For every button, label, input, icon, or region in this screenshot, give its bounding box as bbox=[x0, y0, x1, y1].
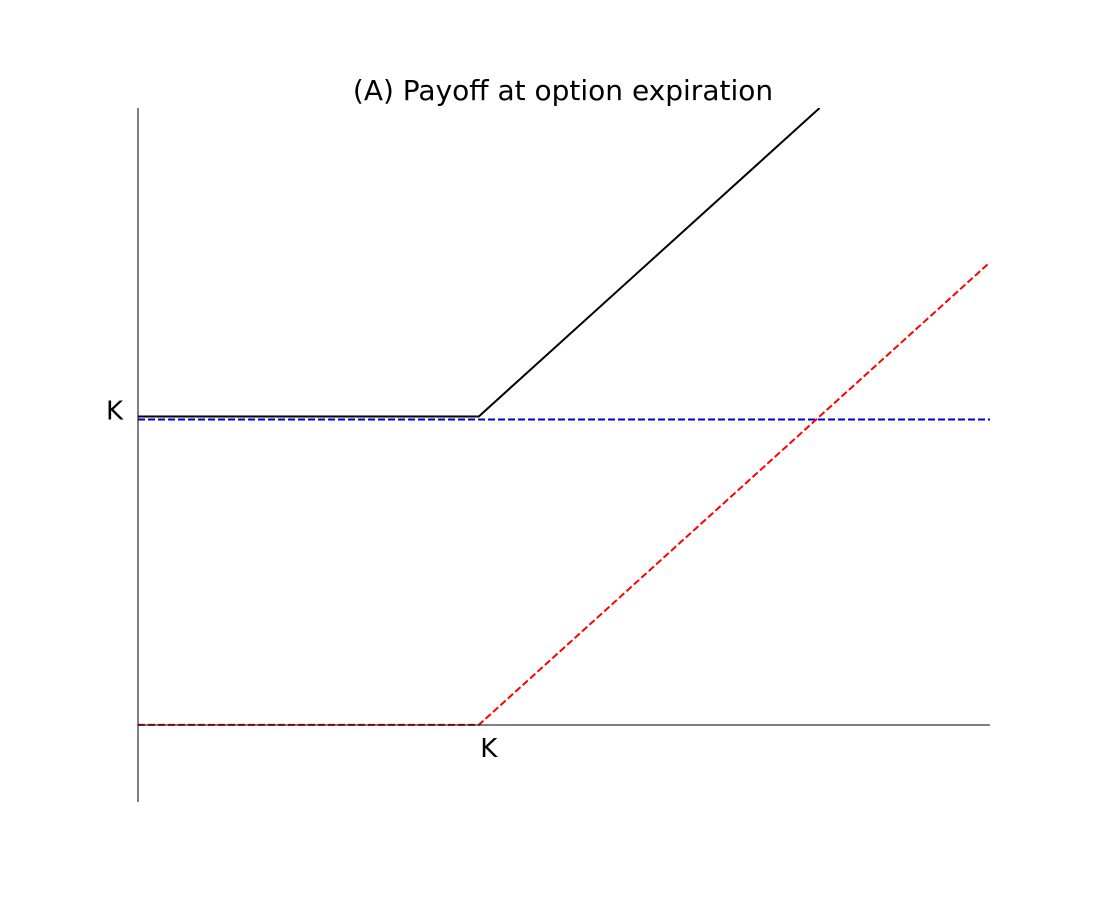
x-tick-label-k: K bbox=[480, 734, 498, 764]
series-layer bbox=[138, 108, 990, 726]
chart-title: (A) Payoff at option expiration bbox=[353, 74, 773, 107]
y-tick-label-k: K bbox=[106, 396, 124, 426]
series-line-1 bbox=[138, 108, 821, 418]
series-line-3 bbox=[138, 261, 990, 726]
